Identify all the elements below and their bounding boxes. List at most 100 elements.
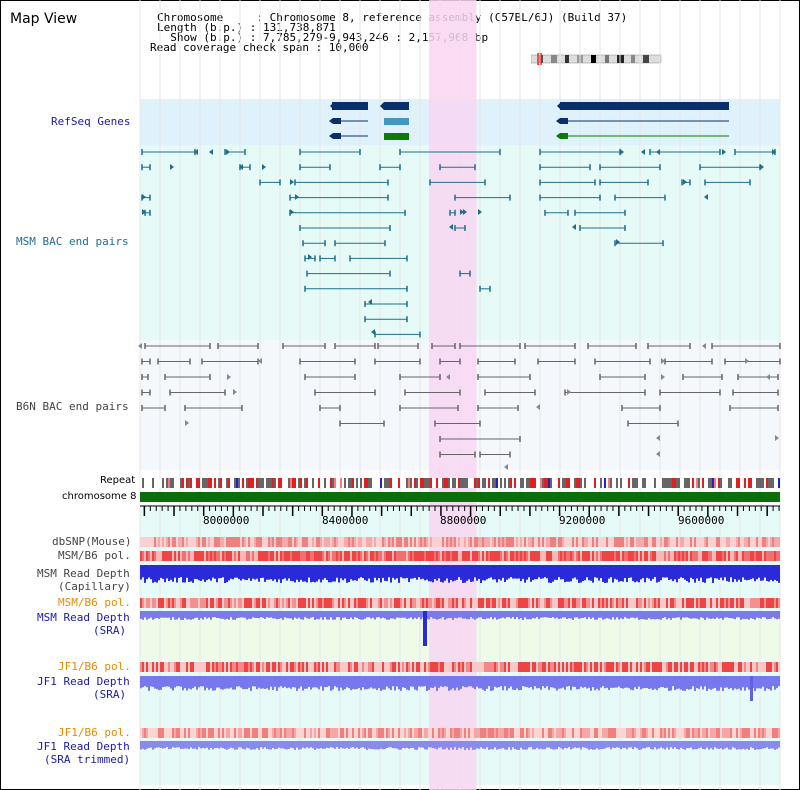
polymorphism-segment xyxy=(660,598,662,608)
repeat-segment xyxy=(452,478,454,488)
read-depth-bar xyxy=(452,565,454,582)
repeat-segment xyxy=(576,478,578,488)
read-depth-bar xyxy=(512,565,514,579)
track-label-msm-depth-sra-1[interactable]: MSM Read Depth xyxy=(37,611,130,624)
polymorphism-segment xyxy=(330,662,332,672)
track-label-refseq[interactable]: RefSeq Genes xyxy=(51,115,131,128)
read-depth-bar xyxy=(496,676,498,688)
polymorphism-segment xyxy=(724,598,726,608)
track-label-msm-depth-capillary-2: (Capillary) xyxy=(58,580,131,593)
polymorphism-segment xyxy=(170,728,172,738)
read-depth-bar xyxy=(404,741,406,749)
read-depth-bar xyxy=(222,565,224,578)
polymorphism-segment xyxy=(688,728,690,738)
polymorphism-segment xyxy=(626,598,628,608)
repeat-segment xyxy=(590,478,592,488)
polymorphism-segment xyxy=(324,551,326,561)
track-label-msm-bac[interactable]: MSM BAC end pairs xyxy=(16,235,129,248)
polymorphism-segment xyxy=(284,598,286,608)
track-label-dbsnp[interactable]: dbSNP(Mouse) xyxy=(52,535,132,548)
read-depth-bar xyxy=(448,676,450,691)
read-depth-bar xyxy=(652,611,654,619)
track-label-jf1-depth-trim-1[interactable]: JF1 Read Depth xyxy=(37,740,130,753)
read-depth-bar xyxy=(662,565,664,578)
read-depth-bar xyxy=(698,565,700,581)
polymorphism-segment xyxy=(668,728,670,738)
repeat-segment xyxy=(484,478,486,488)
polymorphism-segment xyxy=(688,551,690,561)
read-depth-bar xyxy=(664,676,666,689)
polymorphism-segment xyxy=(232,598,234,608)
track-label-msm-b6-pol-2[interactable]: MSM/B6 pol. xyxy=(58,596,131,609)
read-depth-bar xyxy=(668,676,670,691)
polymorphism-segment xyxy=(434,662,436,672)
read-depth-bar xyxy=(418,676,420,687)
polymorphism-segment xyxy=(224,537,226,547)
read-depth-bar xyxy=(704,741,706,750)
repeat-segment xyxy=(692,478,694,488)
polymorphism-segment xyxy=(324,537,326,547)
polymorphism-segment xyxy=(670,551,672,561)
polymorphism-segment xyxy=(392,662,394,672)
read-depth-bar xyxy=(422,741,424,748)
polymorphism-segment xyxy=(284,551,286,561)
polymorphism-segment xyxy=(556,551,558,561)
read-depth-bar xyxy=(436,741,438,750)
polymorphism-segment xyxy=(334,551,336,561)
polymorphism-segment xyxy=(360,662,362,672)
read-depth-bar xyxy=(596,565,598,578)
read-depth-bar xyxy=(604,741,606,749)
track-label-jf1-b6-pol[interactable]: JF1/B6 pol. xyxy=(58,660,131,673)
read-depth-bar xyxy=(538,565,540,578)
polymorphism-segment xyxy=(556,728,558,738)
polymorphism-segment xyxy=(244,728,246,738)
read-depth-bar xyxy=(202,565,204,580)
read-depth-bar xyxy=(738,565,740,580)
polymorphism-segment xyxy=(366,598,368,608)
polymorphism-segment xyxy=(670,537,672,547)
polymorphism-segment xyxy=(752,551,754,561)
read-depth-bar xyxy=(298,741,300,750)
polymorphism-segment xyxy=(188,662,190,672)
read-depth-bar xyxy=(272,676,274,690)
read-depth-bar xyxy=(610,676,612,688)
polymorphism-segment xyxy=(302,537,304,547)
track-label-msm-b6-pol[interactable]: MSM/B6 pol. xyxy=(58,549,131,562)
track-label-jf1-depth-sra-1[interactable]: JF1 Read Depth xyxy=(37,675,130,688)
track-label-jf1-b6-pol-2[interactable]: JF1/B6 pol. xyxy=(58,726,131,739)
polymorphism-segment xyxy=(572,537,574,547)
read-depth-bar xyxy=(494,676,496,687)
read-depth-bar xyxy=(746,741,748,749)
polymorphism-segment xyxy=(572,551,574,561)
repeat-segment xyxy=(428,478,430,488)
polymorphism-segment xyxy=(312,598,314,608)
polymorphism-segment xyxy=(568,551,570,561)
polymorphism-segment xyxy=(696,537,698,547)
polymorphism-segment xyxy=(548,598,550,608)
read-depth-bar xyxy=(276,611,278,620)
repeat-segment xyxy=(246,478,248,488)
polymorphism-segment xyxy=(354,728,356,738)
read-depth-bar xyxy=(474,741,476,750)
polymorphism-segment xyxy=(522,551,524,561)
read-depth-bar xyxy=(230,611,232,618)
polymorphism-segment xyxy=(440,728,442,738)
read-depth-bar xyxy=(690,676,692,690)
track-label-b6n-bac[interactable]: B6N BAC end pairs xyxy=(16,400,129,413)
read-depth-bar xyxy=(436,611,438,620)
bac-end-marker xyxy=(209,149,213,155)
polymorphism-segment xyxy=(270,728,272,738)
polymorphism-segment xyxy=(264,728,266,738)
polymorphism-segment xyxy=(402,728,404,738)
polymorphism-segment xyxy=(302,728,304,738)
read-depth-bar xyxy=(266,565,268,580)
polymorphism-segment xyxy=(420,728,422,738)
read-depth-bar xyxy=(408,565,410,583)
track-label-msm-depth-capillary-1[interactable]: MSM Read Depth xyxy=(37,567,130,580)
read-depth-bar xyxy=(390,676,392,691)
repeat-segment xyxy=(238,478,240,488)
read-depth-bar xyxy=(742,741,744,749)
polymorphism-segment xyxy=(750,598,752,608)
polymorphism-segment xyxy=(452,537,454,547)
